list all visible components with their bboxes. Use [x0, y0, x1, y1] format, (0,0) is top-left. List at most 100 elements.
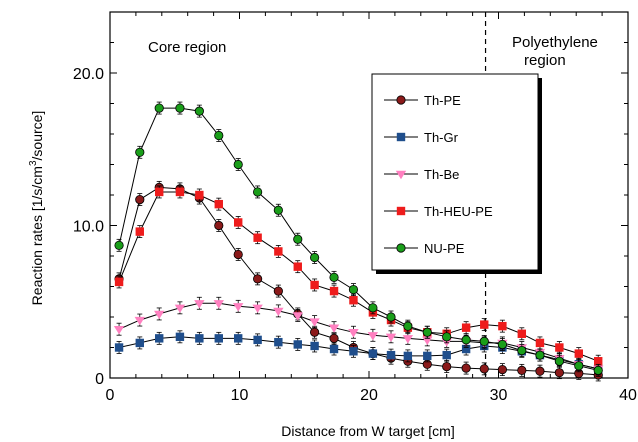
data-point — [368, 349, 378, 358]
data-point — [385, 333, 397, 343]
data-point — [422, 327, 432, 337]
data-point — [309, 318, 320, 327]
x-tick-label: 40 — [619, 387, 637, 404]
data-point — [348, 329, 359, 338]
data-point — [253, 274, 263, 284]
x-axis-title: Distance from W target [cm] — [281, 423, 454, 439]
data-point — [594, 357, 603, 366]
data-point — [274, 247, 283, 256]
annotation-polyethylene-line2: region — [524, 52, 566, 69]
data-point — [310, 252, 320, 263]
data-point — [329, 333, 339, 343]
data-point — [253, 335, 262, 345]
data-point — [175, 187, 185, 197]
data-point — [293, 340, 302, 349]
data-point — [135, 194, 145, 205]
x-tick-label: 20 — [360, 387, 378, 404]
data-point — [194, 106, 204, 116]
data-point — [253, 187, 263, 197]
legend-label-th-be: Th-Be — [424, 167, 459, 182]
series-nu-pe — [114, 101, 603, 377]
data-point — [273, 307, 284, 317]
y-tick-label: 10.0 — [73, 219, 104, 236]
legend-label-nu-pe: NU-PE — [424, 241, 465, 256]
data-point — [442, 332, 452, 342]
data-point — [234, 218, 243, 227]
data-point — [310, 280, 319, 290]
data-point — [293, 262, 302, 271]
y-axis-title-suffix: /source] — [29, 111, 45, 161]
y-axis-title-sup: 3 — [28, 160, 39, 166]
data-point — [517, 365, 527, 375]
data-point — [175, 103, 185, 113]
data-point — [367, 332, 379, 341]
data-point — [155, 334, 164, 343]
data-point — [114, 343, 124, 352]
legend-marker-th-heu-pe — [396, 206, 406, 216]
data-point — [214, 334, 223, 343]
data-point — [113, 326, 125, 335]
y-tick-label: 20.0 — [73, 66, 104, 83]
data-point — [497, 339, 507, 350]
data-point — [233, 159, 243, 170]
x-tick-label: 0 — [106, 387, 115, 404]
data-point — [535, 366, 545, 376]
data-point — [214, 199, 223, 209]
y-tick-label: 0 — [95, 371, 104, 388]
plot-area: 0 10 20 30 40 0 10.0 20.0 — [73, 11, 637, 404]
data-point — [310, 327, 320, 337]
legend-marker-th-gr — [396, 132, 406, 142]
data-point — [329, 286, 339, 296]
data-point — [253, 233, 262, 242]
annotation-polyethylene-line1: Polyethylene — [512, 34, 598, 51]
data-point — [442, 361, 452, 372]
data-point — [386, 312, 396, 322]
legend-marker-nu-pe — [396, 243, 406, 253]
data-point — [368, 303, 378, 313]
data-point — [175, 332, 185, 342]
data-point — [535, 350, 545, 360]
data-point — [402, 335, 414, 344]
data-point — [329, 272, 339, 282]
data-point — [195, 334, 204, 343]
data-point — [498, 321, 507, 331]
data-point — [273, 286, 283, 296]
data-point — [422, 336, 433, 346]
data-point — [135, 147, 145, 157]
data-point — [423, 351, 432, 361]
data-point — [497, 365, 507, 375]
data-point — [233, 249, 243, 260]
annotations: Core region Polyethylene region — [148, 34, 598, 69]
legend-marker-th-pe — [396, 95, 406, 105]
data-point — [593, 365, 603, 375]
data-point — [554, 368, 564, 378]
data-point — [292, 312, 303, 321]
data-point — [403, 351, 413, 361]
data-point — [274, 337, 283, 347]
data-point — [252, 304, 263, 314]
data-point — [555, 343, 564, 352]
legend-marker-th-be — [395, 170, 407, 180]
data-point — [461, 335, 471, 345]
data-point — [273, 205, 283, 215]
data-point — [442, 350, 451, 360]
data-point — [114, 240, 124, 250]
data-point — [329, 344, 339, 354]
data-point — [214, 220, 224, 231]
x-tick-label: 30 — [490, 387, 508, 404]
data-point — [154, 310, 165, 320]
data-point — [174, 304, 186, 314]
data-point — [479, 336, 489, 346]
data-point — [461, 344, 471, 354]
data-point — [135, 338, 144, 348]
data-point — [479, 364, 489, 374]
data-point — [386, 350, 396, 360]
legend-label-th-heu-pe: Th-HEU-PE — [424, 204, 493, 219]
data-point — [155, 187, 164, 197]
data-point — [114, 277, 124, 287]
data-point — [574, 361, 584, 371]
data-point — [234, 334, 243, 343]
data-point — [480, 320, 489, 329]
data-point — [403, 321, 413, 331]
